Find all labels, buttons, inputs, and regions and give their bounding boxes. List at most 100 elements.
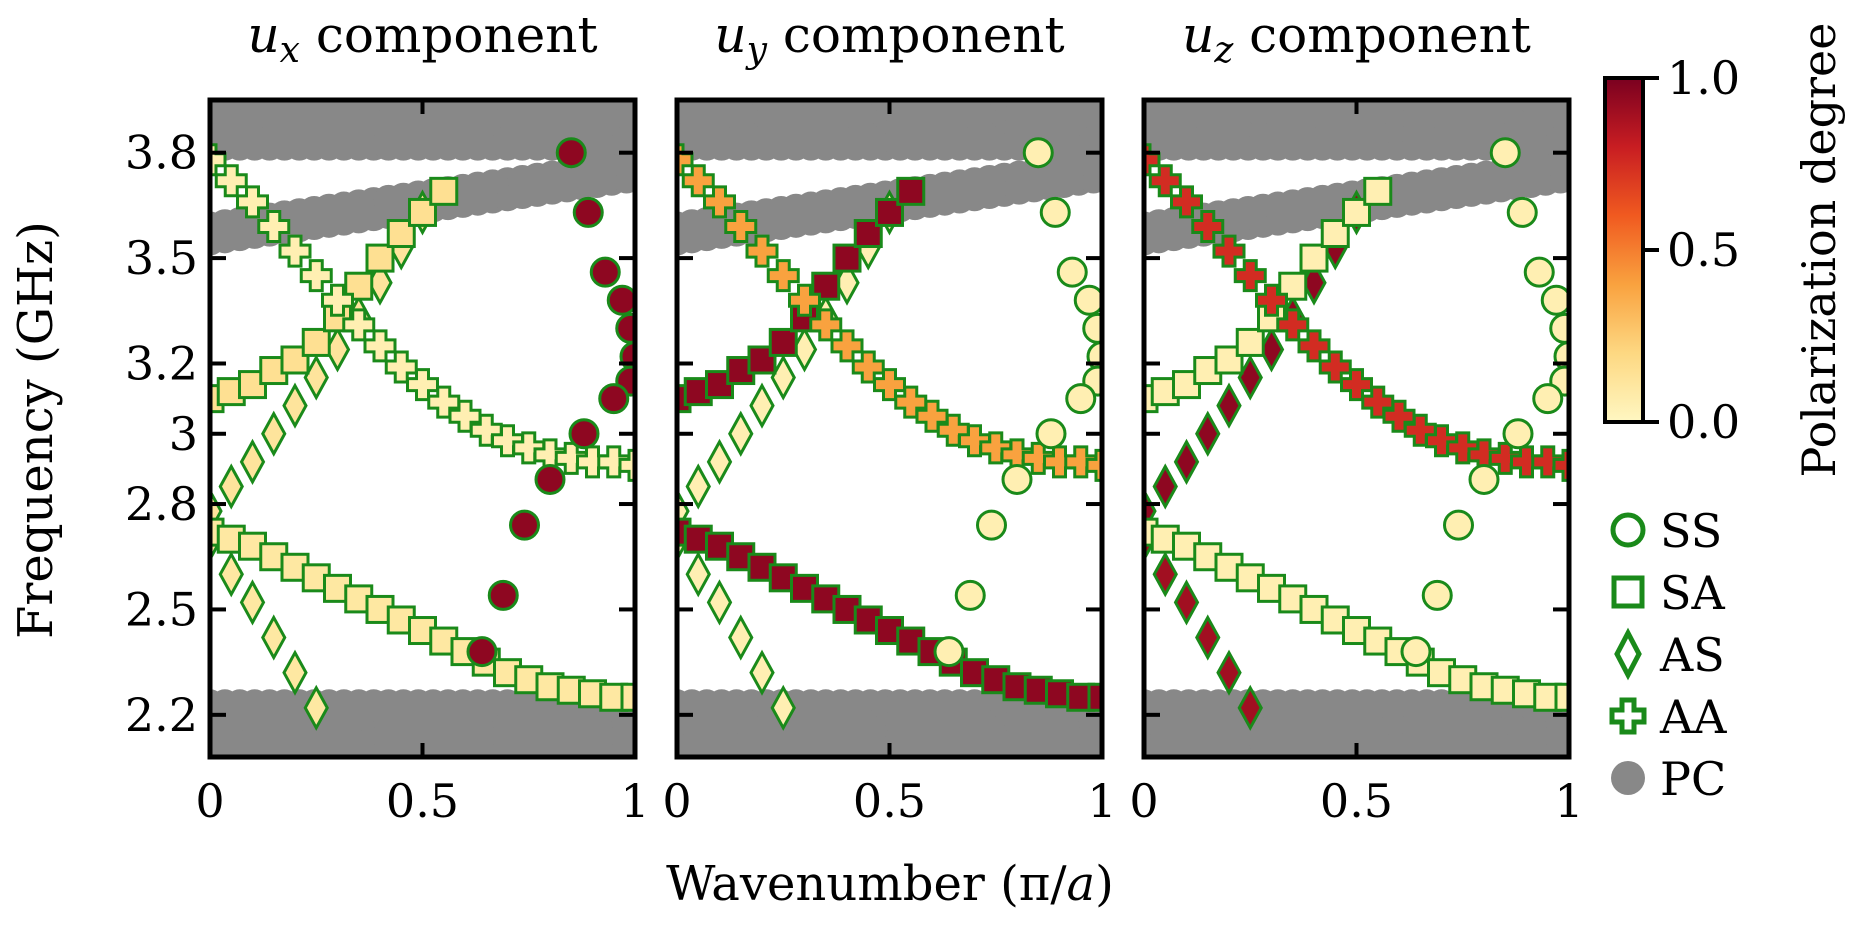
ss-point (509, 509, 540, 541)
as-upper-point (728, 410, 754, 457)
ss-point (976, 509, 1007, 541)
x-axis-label: Wavenumber (π/a) (666, 856, 1114, 912)
y-axis-label: Frequency (GHz) (8, 221, 64, 639)
legend: SS SA AS AA PC (1609, 504, 1727, 806)
panels: ux component 0 0.5 1 2.2 2.5 2.8 3 3.2 3.5 3.8 uy c… (125, 6, 1584, 828)
sa-upper-point (1299, 243, 1329, 273)
aa-point (236, 185, 269, 219)
ss-point (1506, 196, 1538, 228)
as-upper-point (1152, 463, 1178, 510)
as-upper-point (1173, 438, 1200, 485)
as-lower-point (282, 649, 308, 696)
ss-point (1502, 418, 1534, 450)
panel-title: uz component (1182, 6, 1531, 71)
aa-point (703, 185, 736, 219)
colorbar-tick-label: 1.0 (1667, 51, 1740, 105)
aa-point (1255, 283, 1288, 317)
ss-point (606, 284, 635, 316)
plot-area (677, 100, 1102, 757)
as-upper-point (282, 382, 308, 429)
aa-point (724, 209, 758, 243)
pc-point (1545, 149, 1569, 180)
ss-point (555, 137, 587, 169)
sa-upper-point (365, 243, 395, 273)
ss-point (589, 256, 621, 288)
ss-point (615, 312, 635, 344)
ss-point (1421, 579, 1453, 611)
x-tick-label: 0 (195, 774, 224, 828)
aa-point (321, 283, 354, 317)
ss-point (1065, 383, 1097, 415)
aa-point (299, 259, 333, 293)
ss-point (487, 579, 519, 611)
y-tick-label: 2.8 (125, 477, 198, 531)
aa-point (1297, 329, 1331, 363)
ss-point (568, 418, 600, 450)
ss-point (534, 463, 566, 495)
aa-point (1425, 424, 1458, 458)
legend-label: AS (1659, 628, 1725, 682)
aa-point (766, 259, 800, 293)
ss-point (1540, 284, 1569, 316)
ss-point (598, 383, 630, 415)
ss-point (1489, 137, 1521, 169)
as-lower-point (1237, 684, 1263, 731)
as-upper-point (749, 382, 775, 429)
panel-x: ux component 0 0.5 1 2.2 2.5 2.8 3 3.2 3.5 3.8 (125, 6, 650, 828)
as-upper-point (1195, 410, 1221, 457)
legend-item-ss: SS (1610, 504, 1722, 558)
ss-point (1022, 137, 1054, 169)
y-tick-label: 3.8 (125, 126, 198, 180)
aa-point (745, 234, 779, 268)
ss-point (954, 579, 986, 611)
ss-point (1082, 312, 1102, 344)
legend-item-as: AS (1614, 627, 1725, 682)
aa-point (681, 164, 715, 198)
colorbar-tick-label: 0.5 (1667, 223, 1740, 277)
as-upper-point (261, 410, 287, 457)
ss-point (1523, 256, 1555, 288)
aa-point (1488, 441, 1522, 475)
ss-point (1400, 636, 1432, 668)
aa-point (512, 431, 546, 465)
aa-point (788, 283, 821, 317)
sa-upper-point (1363, 176, 1393, 206)
as-upper-point (1216, 382, 1242, 429)
aa-point (1085, 448, 1102, 482)
sa-upper-point (1342, 197, 1371, 227)
panel-title: uy component (714, 6, 1064, 71)
pc-point (1078, 149, 1102, 180)
sa-lower-point (1087, 682, 1102, 712)
as-lower-point (770, 684, 796, 731)
aa-point (278, 234, 312, 268)
sa-upper-point (811, 271, 841, 301)
y-tick-label: 3 (169, 407, 198, 461)
panel-title: ux component (247, 6, 597, 71)
aa-point (830, 329, 864, 363)
x-tick-label: 0 (662, 774, 691, 828)
colorbar-label: Polarization degree (1792, 23, 1846, 478)
aa-point (1064, 445, 1098, 479)
sa-upper-point (429, 176, 459, 206)
x-tick-label: 0.5 (853, 774, 926, 828)
legend-item-aa: AA (1609, 690, 1727, 744)
legend-label: AA (1659, 690, 1727, 744)
colorbar: 0.0 0.5 1.0 Polarization degree (1603, 23, 1846, 478)
plot-area (1144, 100, 1569, 757)
pc-point (611, 100, 635, 114)
legend-item-pc: PC (1611, 752, 1726, 806)
as-lower-point (1216, 649, 1242, 696)
as-lower-point (706, 579, 733, 626)
sa-upper-point (1278, 271, 1308, 301)
aa-point (257, 209, 291, 243)
x-tick-label: 1 (1087, 774, 1116, 828)
aa-point (979, 431, 1013, 465)
sa-upper-point (896, 176, 926, 206)
panel-z: uz component 0 0.5 1 (1129, 6, 1583, 828)
aa-point (1021, 441, 1055, 475)
x-tick-label: 0.5 (1320, 774, 1393, 828)
as-lower-point (303, 684, 329, 731)
ss-point (1443, 509, 1474, 541)
panel-y: uy component 0 0.5 1 (662, 6, 1116, 828)
